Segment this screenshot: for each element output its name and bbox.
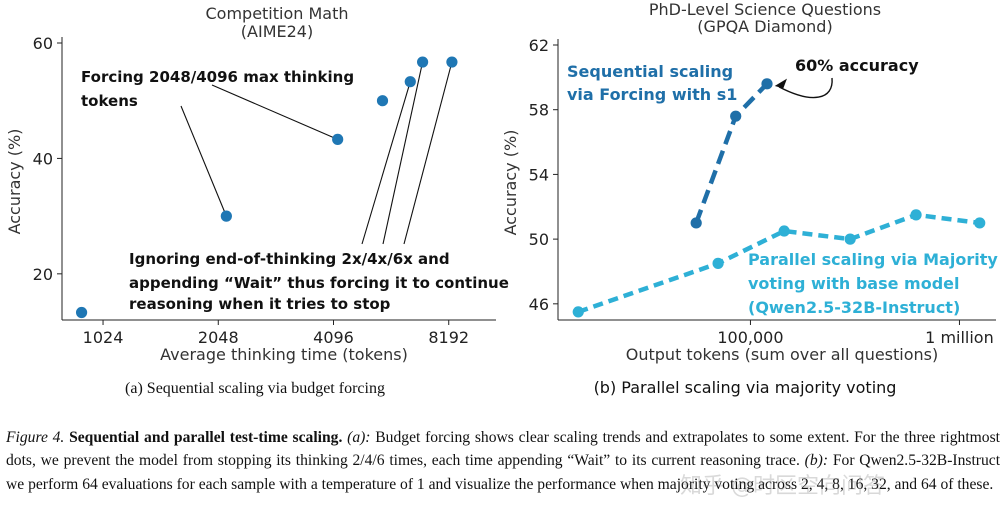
caption-b-label: (b): <box>804 452 829 470</box>
data-point-sequential <box>761 78 773 90</box>
annotation-forcing-line-2: tokens <box>81 92 138 110</box>
annotation-arrow-head <box>774 78 787 89</box>
data-point-sequential <box>730 110 742 122</box>
x-tick-label: 100,000 <box>717 328 783 347</box>
data-point <box>376 95 389 107</box>
data-point <box>446 56 458 68</box>
data-point-parallel <box>844 233 856 245</box>
y-tick-label: 46 <box>529 295 549 314</box>
x-tick-label: 8192 <box>428 328 469 347</box>
annotation-ignoring-line-3: reasoning when it tries to stop <box>129 295 391 313</box>
panel-b-caption: (b) Parallel scaling via majority voting <box>594 378 897 397</box>
x-tick-label: 1 million <box>925 328 994 347</box>
chart-title: PhD-Level Science Questions <box>649 0 881 19</box>
annotation-forcing-line-1: Forcing 2048/4096 max thinking <box>81 68 354 86</box>
series-label-parallel-line-2: voting with base model <box>748 274 960 293</box>
y-axis-label: Accuracy (%) <box>501 130 520 236</box>
panel-a-caption: (a) Sequential scaling via budget forcin… <box>125 380 385 397</box>
data-point-parallel <box>572 306 584 318</box>
annotation-forcing-leader <box>180 105 227 217</box>
chart-title: Competition Math <box>205 4 348 23</box>
annotation-ignoring-line-2: appending “Wait” thus forcing it to cont… <box>129 274 509 292</box>
data-point-parallel <box>910 209 922 221</box>
annotation-forcing-leader <box>211 84 338 140</box>
data-point <box>416 56 429 68</box>
y-tick-label: 60 <box>33 34 53 53</box>
y-tick-label: 20 <box>33 265 53 284</box>
y-tick-label: 54 <box>529 165 549 184</box>
annotation-ignoring-line-1: Ignoring end-of-thinking 2x/4x/6x and <box>129 250 450 268</box>
annotation-arrow-curve <box>778 77 833 99</box>
x-axis-label: Average thinking time (tokens) <box>160 345 408 364</box>
series-line-sequential <box>694 82 769 224</box>
data-point <box>332 133 344 145</box>
caption-figure-label: Figure 4. <box>6 429 65 446</box>
series-label-parallel-line-1: Parallel scaling via Majority <box>748 250 998 269</box>
y-tick-label: 40 <box>33 149 53 168</box>
annotation-ignoring-leader <box>382 61 424 245</box>
chart-panel-b: 46 50 54 58 62 100,000 1 million PhD-Level Scie… <box>501 0 998 397</box>
data-point-parallel <box>778 225 790 237</box>
y-tick-label: 50 <box>529 230 549 249</box>
caption-a-label: (a): <box>347 429 371 446</box>
data-point <box>75 306 88 319</box>
data-point-sequential <box>690 217 702 229</box>
chart-subtitle: (GPQA Diamond) <box>697 17 832 36</box>
y-tick-label: 62 <box>529 36 549 55</box>
annotation-ignoring-leader <box>361 81 411 245</box>
figure-caption: Figure 4. Sequential and parallel test-t… <box>6 426 1000 496</box>
x-tick-label: 1024 <box>83 328 124 347</box>
annotation-ignoring-leader <box>403 61 453 245</box>
annotation-60-accuracy: 60% accuracy <box>795 56 919 75</box>
x-axis-label: Output tokens (sum over all questions) <box>626 345 938 364</box>
series-label-sequential-line-2: via Forcing with s1 <box>567 85 737 104</box>
caption-b-text: For Qwen2.5-32B-Instruct we perform 64 e… <box>6 452 1001 493</box>
data-point <box>220 210 232 222</box>
chart-panel-a: 20 40 60 1024 2048 4096 8192 Competition Math(A… <box>5 4 509 397</box>
data-point-parallel <box>712 257 724 269</box>
chart-subtitle: (AIME24) <box>241 22 313 41</box>
caption-a-text: Budget forcing shows clear scaling trend… <box>6 429 1001 470</box>
y-tick-label: 58 <box>529 101 549 120</box>
figure-svg: 20 40 60 1024 2048 4096 8192 Competition Math(A… <box>5 0 998 397</box>
caption-title: Sequential and parallel test-time scalin… <box>69 429 343 446</box>
data-point-parallel <box>974 217 986 229</box>
y-axis-label: Accuracy (%) <box>5 129 24 235</box>
x-tick-label: 2048 <box>198 328 239 347</box>
x-tick-label: 4096 <box>313 328 354 347</box>
data-point <box>404 76 416 88</box>
series-line-parallel <box>577 212 980 315</box>
series-label-parallel-line-3: (Qwen2.5-32B-Instruct) <box>748 298 960 317</box>
series-label-sequential-line-1: Sequential scaling <box>567 62 733 81</box>
